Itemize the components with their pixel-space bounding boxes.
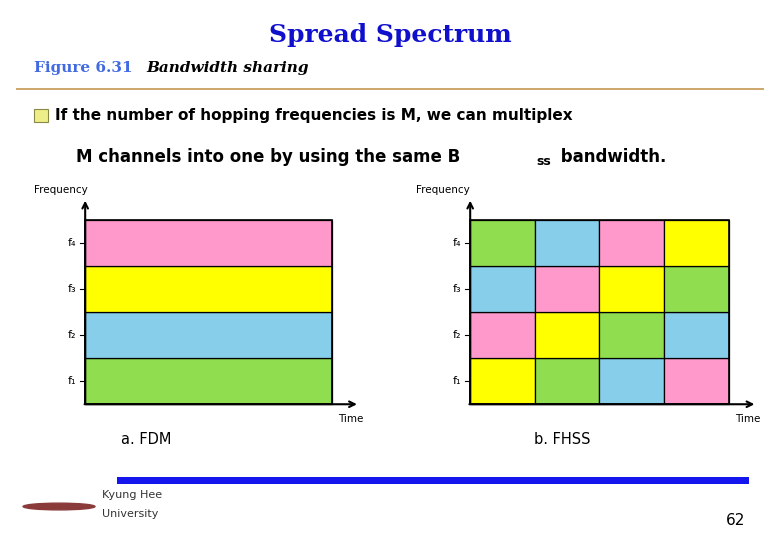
Text: b. FHSS: b. FHSS bbox=[534, 432, 590, 447]
Bar bbox=[535, 312, 599, 358]
Text: Frequency: Frequency bbox=[417, 185, 470, 195]
Text: f₁: f₁ bbox=[68, 376, 76, 386]
Text: Spread Spectrum: Spread Spectrum bbox=[268, 23, 512, 46]
Bar bbox=[470, 358, 535, 404]
Circle shape bbox=[23, 503, 95, 510]
Bar bbox=[117, 477, 750, 484]
Text: f₂: f₂ bbox=[68, 330, 76, 340]
Text: ss: ss bbox=[537, 155, 551, 168]
Bar bbox=[85, 220, 332, 266]
Bar bbox=[599, 312, 664, 358]
Bar bbox=[599, 220, 664, 266]
Text: f₄: f₄ bbox=[452, 238, 461, 248]
Bar bbox=[85, 220, 332, 404]
Text: University: University bbox=[101, 509, 158, 518]
Bar bbox=[85, 312, 332, 358]
Bar bbox=[85, 358, 332, 404]
Text: Time: Time bbox=[736, 414, 760, 424]
Bar bbox=[664, 220, 729, 266]
Bar bbox=[599, 358, 664, 404]
Text: Figure 6.31: Figure 6.31 bbox=[34, 62, 133, 76]
Text: f₂: f₂ bbox=[452, 330, 461, 340]
Text: f₄: f₄ bbox=[68, 238, 76, 248]
Bar bbox=[599, 266, 664, 312]
Bar bbox=[664, 358, 729, 404]
Text: a. FDM: a. FDM bbox=[122, 432, 172, 447]
Text: Bandwidth sharing: Bandwidth sharing bbox=[147, 62, 309, 76]
Text: f₃: f₃ bbox=[452, 284, 461, 294]
Text: Time: Time bbox=[338, 414, 363, 424]
Bar bbox=[664, 266, 729, 312]
Text: 62: 62 bbox=[726, 513, 746, 528]
Bar bbox=[470, 220, 535, 266]
Bar bbox=[470, 312, 535, 358]
Text: f₃: f₃ bbox=[68, 284, 76, 294]
Text: M channels into one by using the same B: M channels into one by using the same B bbox=[76, 148, 459, 166]
Bar bbox=[535, 220, 599, 266]
Bar bbox=[470, 220, 729, 404]
Bar bbox=[34, 109, 48, 122]
Text: f₁: f₁ bbox=[452, 376, 461, 386]
Text: If the number of hopping frequencies is M, we can multiplex: If the number of hopping frequencies is … bbox=[55, 108, 573, 123]
Bar bbox=[535, 358, 599, 404]
Bar bbox=[470, 266, 535, 312]
Text: Frequency: Frequency bbox=[34, 185, 87, 195]
Text: Kyung Hee: Kyung Hee bbox=[101, 490, 161, 500]
Bar bbox=[85, 266, 332, 312]
Bar bbox=[664, 312, 729, 358]
Text: bandwidth.: bandwidth. bbox=[555, 148, 666, 166]
Bar bbox=[535, 266, 599, 312]
